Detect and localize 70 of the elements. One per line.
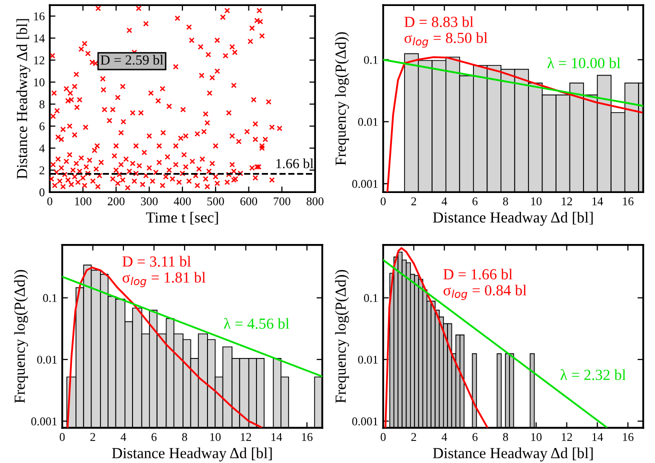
y-tick-label: 16 (34, 12, 45, 20)
y-axis-title: Frequency log(P(Δd)) (335, 32, 349, 166)
x-tick-label: 100 (75, 197, 92, 206)
y-axis-title: Distance Headway Δd [bl] (16, 19, 30, 179)
y-tick-label: 4 (39, 144, 45, 152)
x-tick-label: 8 (503, 197, 508, 206)
x-tick-label: 14 (592, 433, 604, 441)
y-tick-label: 0.1 (364, 56, 378, 64)
x-tick-label: 12 (562, 433, 572, 441)
x-tick-label: 200 (108, 197, 125, 206)
y-tick-label: 0.1 (364, 294, 378, 302)
y-tick-label: 0.001 (31, 417, 57, 426)
y-tick-label: 12 (34, 56, 44, 64)
x-tick-label: 14 (272, 433, 282, 441)
y-tick-label: 0 (39, 188, 44, 196)
x-tick-label: 0 (60, 433, 65, 441)
x-tick-label: 8 (503, 433, 508, 441)
x-tick-label: 4 (120, 433, 126, 441)
ref-line-label: 1.66 bl (276, 158, 314, 168)
x-tick-label: 4 (442, 197, 448, 206)
series-label: λ = 4.56 bl (224, 318, 290, 329)
series-label: D = 8.83 bl σ$_{log}$ = 8.50 bl (404, 16, 488, 48)
x-tick-label: 0 (380, 433, 386, 441)
x-axis-title: Distance Headway Δd [bl] (432, 448, 593, 462)
x-tick-label: 14 (592, 197, 604, 206)
x-axis-title: Distance Headway Δd [bl] (432, 212, 593, 226)
x-tick-label: 500 (207, 197, 224, 206)
x-tick-label: 2 (90, 433, 96, 441)
x-tick-label: 10 (210, 433, 221, 441)
x-tick-label: 700 (274, 197, 290, 206)
y-tick-label: 0.01 (358, 356, 378, 364)
x-tick-label: 16 (623, 433, 634, 441)
y-axis-title: Frequency log(P(Δd)) (335, 270, 349, 403)
x-tick-label: 400 (174, 197, 191, 206)
x-tick-label: 12 (240, 433, 252, 441)
x-tick-label: 2 (411, 197, 416, 206)
x-axis-title: Time t [sec] (146, 212, 218, 225)
x-tick-label: 16 (623, 197, 634, 206)
x-tick-label: 6 (472, 433, 478, 441)
x-tick-label: 800 (306, 197, 324, 206)
x-tick-label: 6 (472, 197, 478, 206)
y-tick-label: 0.1 (43, 294, 57, 302)
x-tick-label: 2 (411, 433, 416, 441)
y-tick-label: 0.001 (352, 417, 378, 426)
x-tick-label: 10 (531, 433, 542, 441)
x-tick-label: 10 (531, 197, 542, 206)
x-tick-label: 16 (302, 433, 313, 441)
series-label: D = 1.66 bl σ$_{log}$ = 0.84 bl (443, 268, 526, 300)
annotation: D = 2.59 bl (100, 54, 164, 65)
x-tick-label: 6 (152, 433, 157, 441)
y-tick-label: 0.01 (358, 118, 378, 126)
y-tick-label: 0.01 (37, 356, 57, 364)
y-tick-label: 0.001 (352, 180, 378, 188)
series-label: D = 3.11 bl σ$_{log}$ = 1.81 bl (122, 256, 206, 288)
y-axis-title: Frequency log(P(Δd)) (14, 270, 28, 403)
y-tick-label: 10 (34, 78, 44, 86)
y-tick-label: 14 (34, 34, 45, 42)
line-series (386, 56, 643, 192)
x-tick-label: 600 (240, 197, 258, 206)
x-tick-label: 8 (182, 433, 188, 441)
x-tick-label: 300 (140, 197, 158, 206)
x-tick-label: 12 (562, 197, 572, 206)
series-label: λ = 10.00 bl (547, 57, 620, 68)
y-tick-label: 6 (40, 122, 45, 130)
series-label: λ = 2.32 bl (560, 369, 626, 380)
x-tick-label: 4 (442, 433, 448, 441)
y-tick-label: 2 (40, 166, 44, 174)
x-axis-title: Distance Headway Δd [bl] (112, 448, 272, 462)
y-tick-label: 8 (39, 100, 44, 108)
x-tick-label: 0 (380, 197, 386, 206)
